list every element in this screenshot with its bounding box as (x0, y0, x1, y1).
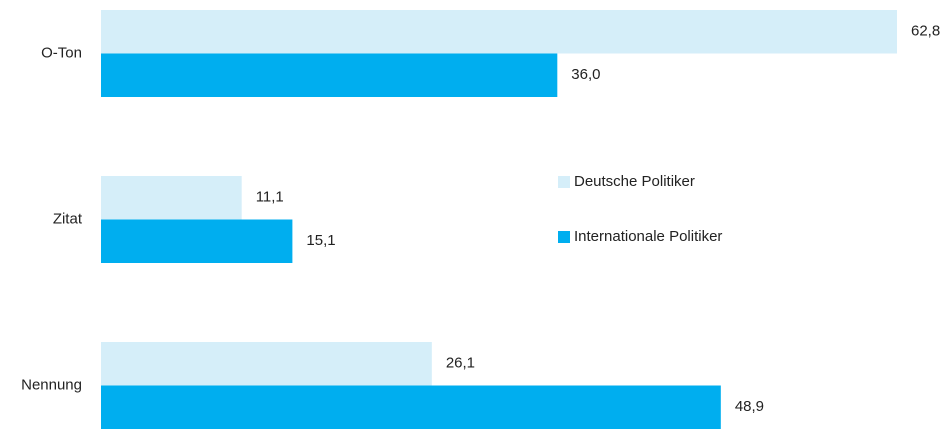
legend-label: Internationale Politiker (574, 228, 722, 245)
category-label: O-Ton (41, 44, 82, 61)
category-label: Nennung (21, 376, 82, 393)
value-label: 15,1 (306, 232, 335, 249)
value-label: 11,1 (256, 189, 284, 206)
legend-swatch (558, 176, 570, 188)
bar (101, 342, 432, 386)
value-label: 26,1 (446, 355, 475, 372)
legend-swatch (558, 231, 570, 243)
value-label: 36,0 (571, 66, 600, 83)
category-label: Zitat (53, 210, 83, 227)
legend-label: Deutsche Politiker (574, 173, 695, 190)
bar (101, 10, 897, 54)
value-label: 48,9 (735, 398, 764, 415)
bar (101, 53, 558, 97)
value-label: 62,8 (911, 23, 940, 40)
bar (101, 219, 293, 263)
bar (101, 385, 721, 429)
bar (101, 176, 242, 220)
